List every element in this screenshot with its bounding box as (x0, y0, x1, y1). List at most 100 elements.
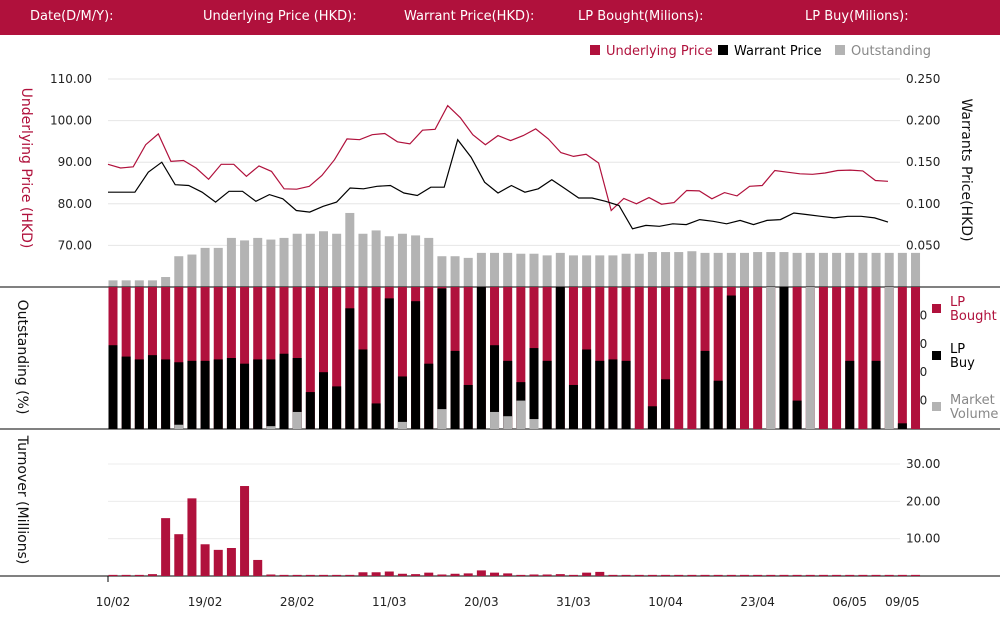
market-volume-bar (884, 287, 894, 429)
lp-buy-bar (266, 359, 276, 429)
x-tick-label: 11/03 (372, 595, 407, 609)
outstanding-bar (621, 253, 631, 287)
turnover-bar (318, 574, 328, 576)
turnover-bar (529, 574, 539, 576)
outstanding-bar (647, 252, 657, 287)
outstanding-bar (779, 252, 789, 287)
turnover-bar (397, 573, 407, 576)
turnover-bar (674, 574, 684, 576)
header-warrant-label: Warrant Price(HKD): (404, 9, 535, 24)
lp-buy-bar (450, 350, 460, 429)
market-volume-bar (766, 287, 776, 429)
header-lp-bought-label: LP Bought(Milions): (578, 9, 704, 24)
x-tick-label: 23/04 (740, 595, 775, 609)
lp-bought-bar (621, 287, 631, 429)
x-tick-label: 20/03 (464, 595, 499, 609)
lp-buy-bar (213, 359, 223, 429)
market-volume-bar (805, 287, 815, 429)
outstanding-bar (226, 237, 236, 287)
outstanding-bar (568, 255, 578, 287)
lp-buy-bar (792, 400, 802, 429)
lp-bought-bar (871, 287, 881, 429)
lp-bought-bar (832, 287, 842, 429)
lp-bought-bar (542, 287, 552, 429)
outstanding-bar (661, 252, 671, 287)
y3-axis-label: Turnover (Millions) (14, 435, 30, 565)
legend-label: Market (950, 393, 995, 408)
lp-bought-bar (753, 287, 763, 429)
outstanding-bar (253, 237, 263, 287)
outstanding-bar (805, 252, 815, 287)
turnover-bar (608, 574, 618, 576)
turnover-bar (805, 574, 815, 576)
turnover-bar (134, 574, 144, 576)
turnover-bar (463, 573, 473, 576)
outstanding-bar (555, 252, 565, 287)
outstanding-bar (713, 252, 723, 287)
outstanding-bar (858, 252, 868, 287)
lp-buy-bar (897, 423, 907, 429)
x-tick-label: 10/02 (96, 595, 131, 609)
x-tick-label: 31/03 (556, 595, 591, 609)
lp-buy-bar (595, 360, 605, 429)
lp-bought-bar (305, 287, 315, 429)
y2-axis-label: Outstanding (%) (14, 300, 30, 415)
outstanding-bar (121, 280, 131, 287)
turnover-bar (832, 574, 842, 576)
lp-bought-bar (818, 287, 828, 429)
turnover-bar (713, 574, 723, 576)
outstanding-bar (490, 252, 500, 287)
lp-bought-bar (318, 287, 328, 429)
y3-tick-label: 10.00 (906, 532, 940, 546)
lp-bought-bar (792, 287, 802, 429)
lp-buy-bar (661, 379, 671, 429)
legend-label: LP (950, 342, 965, 357)
lp-bought-bar (661, 287, 671, 429)
lp-bought-bar (503, 287, 513, 429)
turnover-bar (568, 574, 578, 576)
legend-swatch (590, 45, 600, 55)
x-tick-label: 28/02 (280, 595, 315, 609)
lp-bought-bar (253, 287, 263, 429)
outstanding-bar (608, 255, 618, 287)
lp-buy-bar (279, 353, 289, 429)
turnover-bar (555, 574, 565, 576)
lp-buy-bar (384, 298, 394, 429)
legend-label: LP (950, 295, 965, 310)
outstanding-bar (292, 233, 302, 287)
outstanding-bar (187, 254, 197, 287)
lp-bought-bar (161, 287, 171, 429)
y-left-tick-label: 70.00 (58, 238, 92, 252)
lp-bought-bar (674, 287, 684, 429)
y3-tick-label: 20.00 (906, 494, 940, 508)
lp-bought-bar (911, 287, 921, 429)
outstanding-bar (240, 240, 250, 287)
turnover-bar (700, 574, 710, 576)
outstanding-bar (200, 247, 210, 287)
y-left-tick-label: 110.00 (50, 72, 92, 86)
lp-buy-bar (871, 360, 881, 429)
legend-label: Outstanding (851, 44, 931, 59)
lp-buy-bar (240, 363, 250, 429)
outstanding-bar (516, 253, 526, 287)
x-tick-label: 19/02 (188, 595, 223, 609)
warrant-price-line (108, 138, 889, 230)
lp-bought-bar (647, 287, 657, 429)
lp-buy-bar (700, 350, 710, 429)
turnover-bar (858, 574, 868, 576)
lp-buy-bar (845, 360, 855, 429)
lp-bought-bar (568, 287, 578, 429)
market-volume-bar (292, 411, 302, 429)
lp-bought-bar (516, 287, 526, 429)
turnover-bar (845, 574, 855, 576)
lp-buy-bar (529, 348, 539, 429)
lp-bought-bar (266, 287, 276, 429)
outstanding-bar (318, 231, 328, 287)
lp-buy-bar (713, 380, 723, 429)
turnover-bar (779, 574, 789, 576)
lp-buy-bar (424, 363, 434, 429)
legend-label: Underlying Price (606, 44, 713, 59)
lp-bought-bar (134, 287, 144, 429)
lp-buy-bar (200, 360, 210, 429)
